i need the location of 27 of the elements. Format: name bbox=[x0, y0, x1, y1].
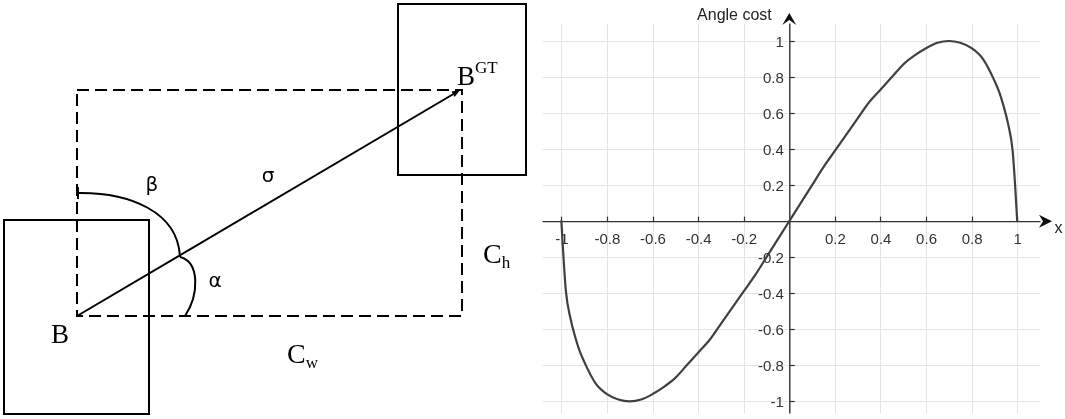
text: α bbox=[208, 268, 222, 292]
y-tick-label: 0.6 bbox=[762, 104, 784, 122]
y-tick-label: -0.4 bbox=[757, 284, 784, 302]
y-tick-label: 0.2 bbox=[762, 176, 784, 194]
x-tick-label: -0.6 bbox=[640, 229, 666, 247]
y-tick-label: -1 bbox=[770, 392, 784, 410]
y-tick-label: 0.4 bbox=[762, 140, 784, 158]
x-tick-label: -0.2 bbox=[731, 229, 758, 247]
x-tick-label: 0.4 bbox=[870, 229, 892, 247]
x-tick-label: 1 bbox=[1013, 229, 1022, 247]
y-tick-label: 0.8 bbox=[762, 68, 784, 86]
text: β bbox=[145, 172, 159, 196]
y-axis-title: Angle cost bbox=[697, 5, 773, 23]
text: B$^{GT}$ bbox=[457, 58, 499, 91]
text: C$_{h}$ bbox=[483, 238, 511, 272]
text: C$_{w}$ bbox=[287, 338, 319, 372]
x-tick-label: 0.6 bbox=[916, 229, 937, 247]
x-tick-label: 0.8 bbox=[961, 229, 983, 247]
x-tick-label: 0.2 bbox=[824, 229, 846, 247]
y-tick-label: 1 bbox=[775, 32, 784, 50]
y-tick-label: -0.6 bbox=[757, 320, 784, 338]
x-axis-title: x bbox=[1054, 218, 1063, 236]
y-tick-label: -0.8 bbox=[757, 356, 784, 374]
text: σ bbox=[261, 163, 275, 187]
text: B bbox=[50, 319, 70, 349]
x-tick-label: -0.4 bbox=[685, 229, 712, 247]
x-tick-label: -0.8 bbox=[594, 229, 621, 247]
